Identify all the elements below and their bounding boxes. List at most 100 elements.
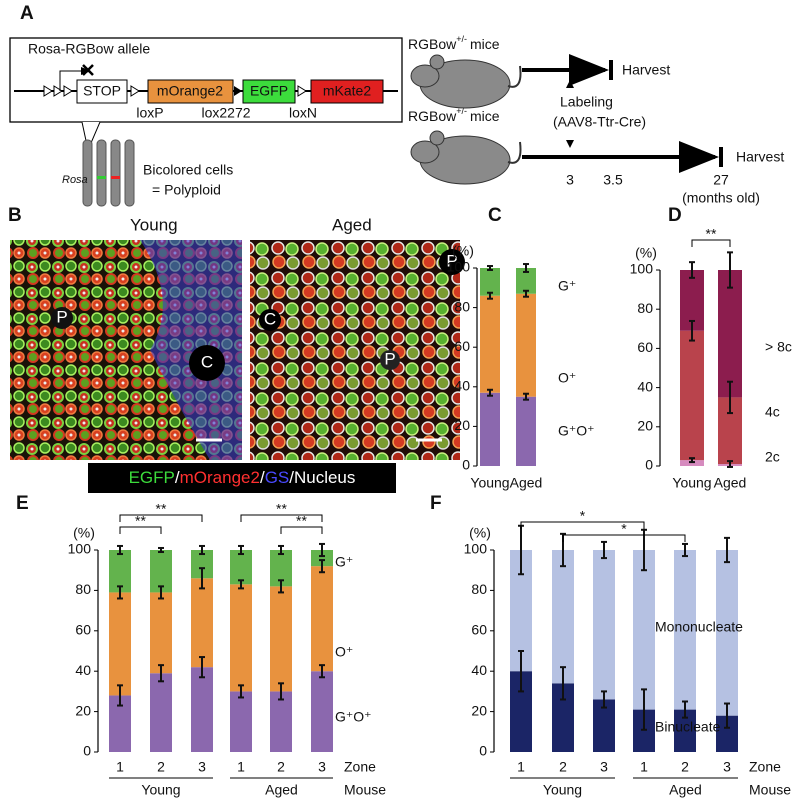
bar-segment bbox=[311, 550, 333, 567]
y-tick-label: 40 bbox=[471, 662, 487, 678]
bar-segment bbox=[674, 550, 696, 710]
y-tick-label: 100 bbox=[68, 541, 92, 557]
significance-label: ** bbox=[276, 501, 287, 517]
error-bar bbox=[158, 664, 164, 683]
y-tick-label: 80 bbox=[637, 300, 653, 316]
y-tick-label: 80 bbox=[471, 581, 487, 597]
bar-segment bbox=[480, 295, 500, 393]
x-tick-label: 2 bbox=[157, 759, 165, 775]
timeline-unit: (months old) bbox=[682, 190, 760, 206]
lox-site: loxN bbox=[289, 105, 317, 121]
y-tick-label: 60 bbox=[637, 339, 653, 355]
marker: C bbox=[264, 309, 276, 328]
x-tick-label: Aged bbox=[714, 475, 747, 491]
x-tick-label: Aged bbox=[510, 475, 543, 491]
bar-segment bbox=[109, 695, 131, 752]
panel-label: C bbox=[488, 205, 502, 226]
error-bar bbox=[199, 544, 205, 556]
y-axis-label: (%) bbox=[452, 243, 474, 259]
bar-segment bbox=[480, 268, 500, 296]
bar-segment bbox=[109, 592, 131, 696]
error-bar bbox=[689, 457, 695, 464]
legend-nucleus: /Nucleus bbox=[289, 468, 355, 487]
error-bar bbox=[199, 567, 205, 590]
error-bar bbox=[682, 542, 688, 558]
series-label: O⁺ bbox=[558, 370, 576, 386]
bar-segment bbox=[230, 584, 252, 692]
mice-suffix: mice bbox=[470, 36, 500, 52]
note: = Polyploid bbox=[152, 182, 221, 198]
series-label: G⁺O⁺ bbox=[335, 709, 372, 725]
error-bar bbox=[487, 265, 493, 271]
error-bar bbox=[689, 261, 695, 279]
cassette-stop: STOP bbox=[83, 83, 121, 99]
error-bar bbox=[518, 650, 524, 693]
significance-bracket bbox=[119, 526, 162, 534]
significance-label: ** bbox=[706, 226, 717, 242]
series-label: O⁺ bbox=[335, 644, 353, 660]
error-bar bbox=[319, 542, 325, 558]
harvest-label: Harvest bbox=[622, 62, 670, 78]
series-label: Binucleate bbox=[655, 719, 721, 735]
significance-label: ** bbox=[156, 501, 167, 517]
bar-segment bbox=[230, 691, 252, 752]
error-bar bbox=[117, 544, 123, 556]
error-bar bbox=[601, 540, 607, 560]
mice-sup: +/- bbox=[456, 106, 467, 116]
marker: C bbox=[201, 352, 213, 371]
bar-segment bbox=[270, 586, 292, 692]
x-tick-label: 3 bbox=[723, 759, 731, 775]
bar-segment bbox=[516, 396, 536, 466]
error-bar bbox=[641, 688, 647, 731]
bar-segment bbox=[191, 578, 213, 668]
significance-bracket bbox=[240, 514, 323, 522]
significance-bracket bbox=[691, 239, 731, 247]
panel-label: B bbox=[8, 205, 22, 226]
y-tick-label: 100 bbox=[464, 541, 488, 557]
bar-segment bbox=[150, 550, 172, 593]
x-tick-label: 3 bbox=[600, 759, 608, 775]
legend-sep: / bbox=[175, 468, 180, 487]
error-bar bbox=[641, 528, 647, 572]
group-label: Aged bbox=[265, 782, 298, 798]
bar-segment bbox=[516, 293, 536, 397]
significance-label: * bbox=[580, 508, 586, 524]
error-bar bbox=[278, 544, 284, 556]
y-tick-label: 20 bbox=[637, 418, 653, 434]
x-tick-label: Young bbox=[672, 475, 711, 491]
y-tick-label: 100 bbox=[447, 259, 471, 275]
x-axis-label: Zone bbox=[344, 759, 376, 775]
note: Bicolored cells bbox=[143, 162, 233, 178]
error-bar bbox=[158, 585, 164, 600]
bar-segment bbox=[680, 330, 704, 461]
marker: P bbox=[446, 251, 457, 270]
bar-segment bbox=[510, 550, 532, 672]
error-bar bbox=[487, 388, 493, 397]
error-bar bbox=[727, 380, 733, 415]
micrograph-aged bbox=[250, 240, 460, 460]
error-bar bbox=[238, 544, 244, 556]
bar-segment bbox=[270, 550, 292, 587]
y-tick-label: 20 bbox=[471, 702, 487, 718]
bar-segment bbox=[593, 550, 615, 700]
error-bar bbox=[523, 263, 529, 273]
bar-segment bbox=[270, 691, 292, 752]
bar-segment bbox=[109, 550, 131, 593]
legend-morange2: mOrange2 bbox=[180, 468, 260, 487]
bar-segment bbox=[510, 671, 532, 752]
y-tick-label: 60 bbox=[75, 622, 91, 638]
bar-segment bbox=[191, 667, 213, 752]
x-tick-label: 3 bbox=[198, 759, 206, 775]
y-axis-label: (%) bbox=[635, 245, 657, 261]
significance-bracket bbox=[562, 534, 686, 542]
y-tick-label: 60 bbox=[454, 338, 470, 354]
error-bar bbox=[523, 289, 529, 298]
stain-legend: EGFP/mOrange2/GS/Nucleus bbox=[129, 468, 356, 487]
x-tick-label: 1 bbox=[237, 759, 245, 775]
y-tick-label: 0 bbox=[83, 743, 91, 759]
error-bar bbox=[238, 579, 244, 590]
micrograph-title: Young bbox=[130, 215, 178, 234]
lox-site: lox2272 bbox=[201, 105, 250, 121]
micrograph-title: Aged bbox=[332, 215, 372, 234]
